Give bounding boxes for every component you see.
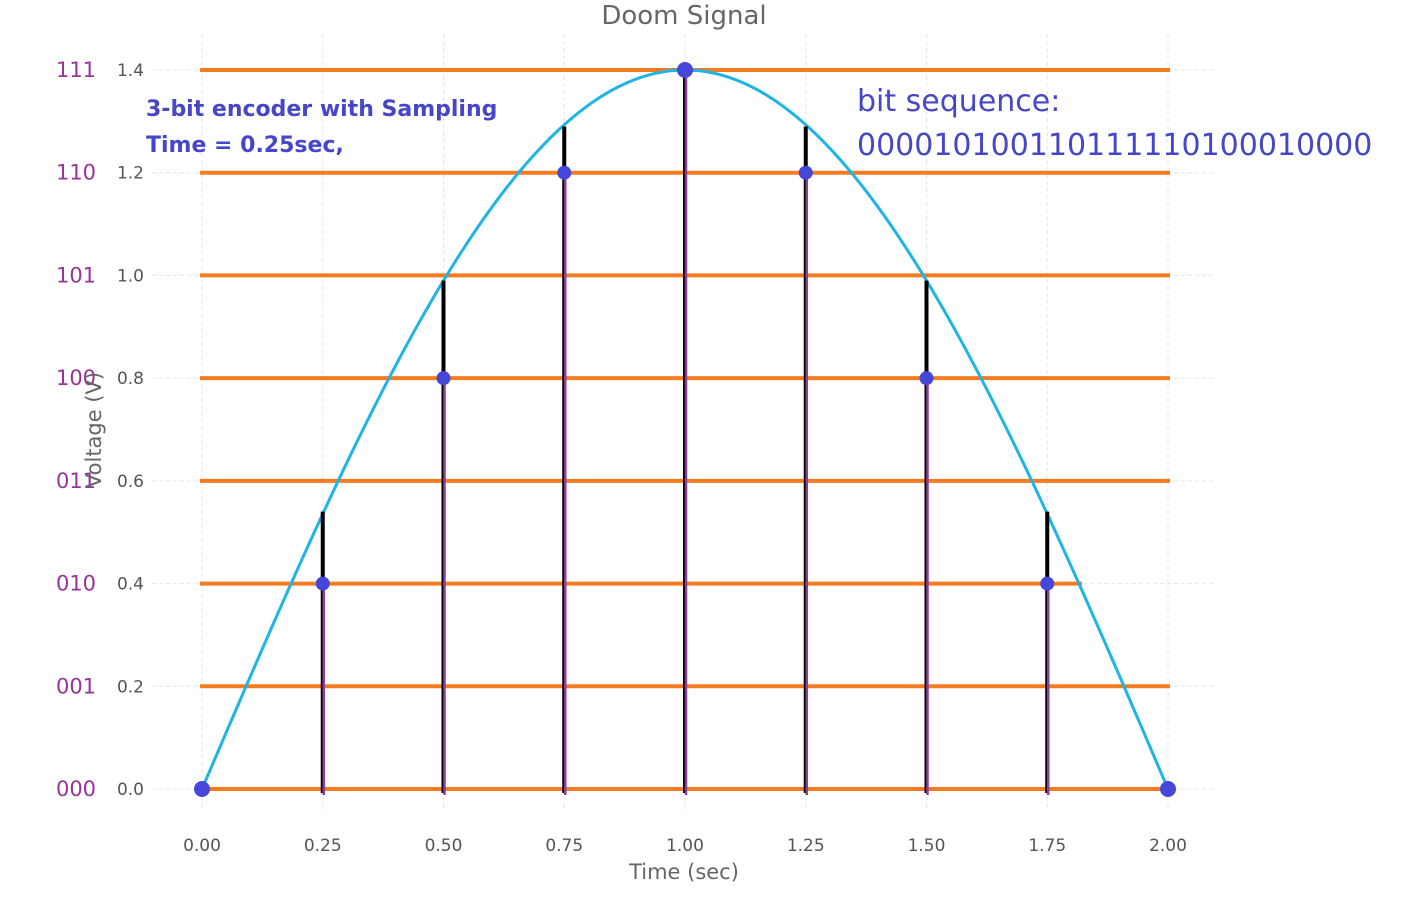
sample-marker-8	[1160, 781, 1176, 797]
encoder-note-line2: Time = 0.25sec,	[146, 133, 344, 158]
sample-stems	[320, 70, 1050, 795]
sample-marker-3	[557, 165, 572, 180]
level-code-labels: 000 001 010 011 100 101 110 111	[56, 58, 96, 801]
x-tick-label-1: 0.25	[304, 836, 342, 856]
x-tick-label-0: 0.00	[183, 836, 221, 856]
y-tick-label-5: 1.0	[117, 266, 144, 286]
sample-marker-5	[798, 165, 813, 180]
sample-marker-7	[1040, 576, 1055, 591]
level-code-110: 110	[56, 161, 96, 185]
y-tick-label-2: 0.4	[117, 575, 144, 595]
level-code-111: 111	[56, 58, 96, 82]
y-tick-label-6: 1.2	[117, 164, 144, 184]
sample-marker-2	[436, 371, 451, 386]
level-code-100: 100	[56, 366, 96, 390]
y-tick-label-1: 0.2	[117, 677, 144, 697]
x-tick-label-5: 1.25	[787, 836, 825, 856]
level-code-010: 010	[56, 572, 96, 596]
y-tick-label-3: 0.6	[117, 472, 144, 492]
level-code-011: 011	[56, 469, 96, 493]
y-tick-label-0: 0.0	[117, 780, 144, 800]
x-axis-label: Time (sec)	[628, 860, 739, 884]
x-tick-labels: 0.00 0.25 0.50 0.75 1.00 1.25 1.50 1.75 2.00	[183, 836, 1187, 856]
x-tick-label-7: 1.75	[1028, 836, 1066, 856]
bit-sequence-label: bit sequence:	[857, 84, 1060, 119]
x-tick-label-2: 0.50	[425, 836, 463, 856]
x-tick-label-6: 1.50	[908, 836, 946, 856]
y-tick-label-7: 1.4	[117, 61, 144, 81]
level-code-001: 001	[56, 674, 96, 698]
sample-marker-1	[315, 576, 330, 591]
y-tick-labels: 0.0 0.2 0.4 0.6 0.8 1.0 1.2 1.4	[117, 61, 144, 800]
x-tick-label-8: 2.00	[1149, 836, 1187, 856]
x-tick-label-4: 1.00	[666, 836, 704, 856]
encoder-note-line1: 3-bit encoder with Sampling	[146, 97, 497, 122]
chart-title: Doom Signal	[601, 1, 766, 31]
sample-marker-6	[919, 371, 934, 386]
y-tick-label-4: 0.8	[117, 369, 144, 389]
sample-marker-4	[677, 62, 693, 78]
level-code-101: 101	[56, 263, 96, 287]
bit-sequence-value: 000010100110111110100010000	[857, 128, 1372, 163]
sample-marker-0	[194, 781, 210, 797]
sample-markers	[194, 62, 1176, 797]
x-tick-label-3: 0.75	[545, 836, 583, 856]
y-axis-label: Voltage (V)	[82, 372, 106, 488]
level-code-000: 000	[56, 777, 96, 801]
